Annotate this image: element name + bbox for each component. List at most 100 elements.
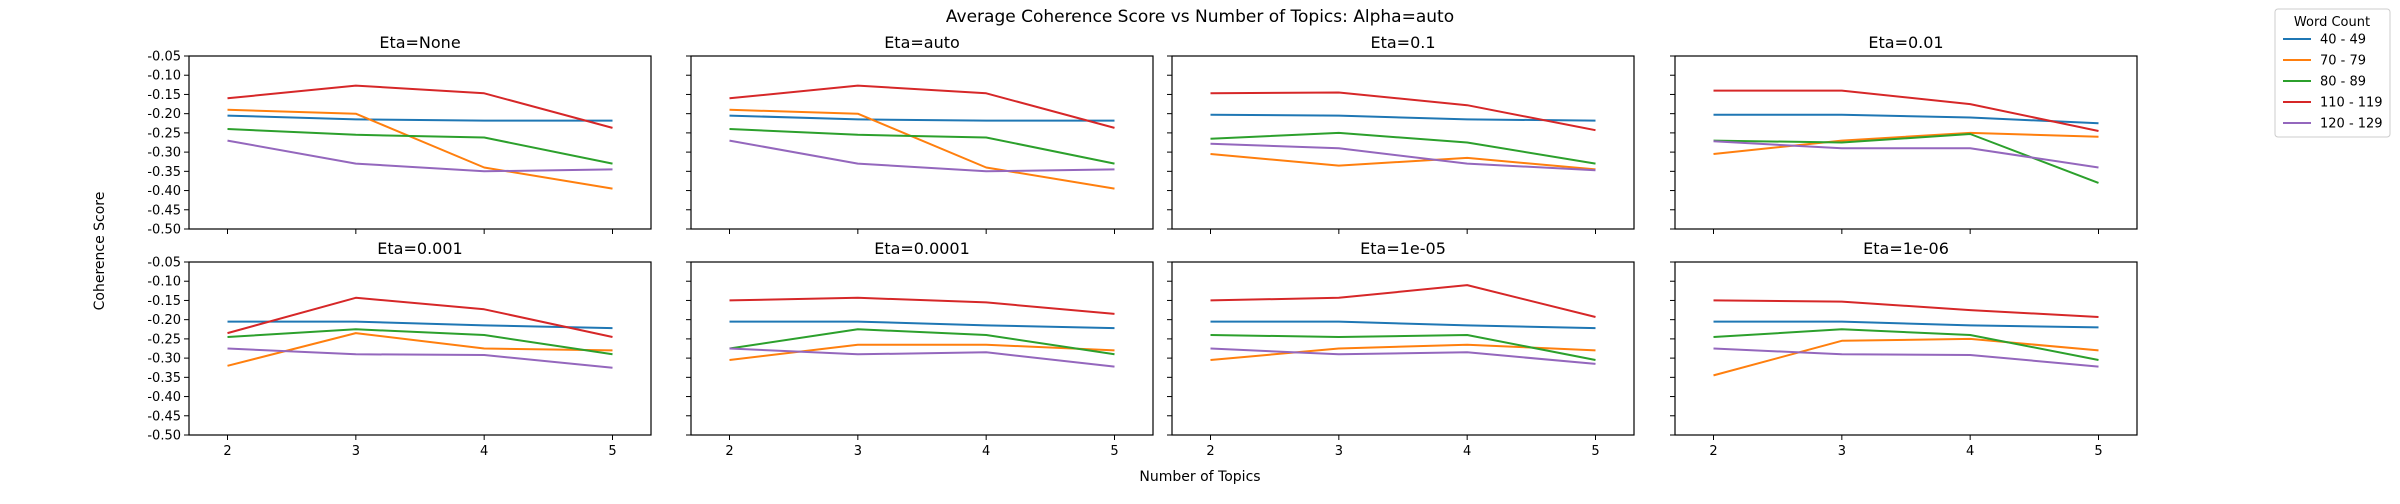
legend-entry: 70 - 79 (2283, 54, 2366, 69)
legend-entry: 40 - 49 (2283, 33, 2366, 48)
y-tick-label: -0.35 (147, 371, 181, 386)
legend-entry: 110 - 119 (2283, 96, 2383, 111)
series-line (1713, 347, 2099, 368)
axes-frame (188, 55, 652, 230)
y-axis-label: Coherence Score (92, 192, 108, 311)
subplot-panel: Eta=None -0.05 -0.10 -0.15 -0.20 -0.25 -0.30 -0… (147, 33, 652, 238)
x-tick-label: 4 (480, 444, 488, 459)
series-line (729, 108, 1115, 190)
series-line (1713, 299, 2099, 318)
series-line (729, 84, 1115, 129)
x-tick-label: 3 (1335, 444, 1343, 459)
series-line (729, 320, 1115, 330)
subplot-panel: Eta=auto (686, 33, 1154, 234)
series-line (1210, 347, 1596, 365)
axes-frame (1171, 55, 1635, 230)
y-tick-label: -0.20 (147, 107, 181, 122)
legend-label: 40 - 49 (2320, 33, 2366, 48)
figure-title: Average Coherence Score vs Number of Top… (946, 7, 1454, 27)
subplot-panel: Eta=0.01 (1670, 33, 2138, 234)
series-line (1210, 153, 1596, 171)
legend-label: 70 - 79 (2320, 54, 2366, 69)
legend-items: 40 - 49 70 - 79 80 - 89 110 - 119 120 - 129 (2283, 33, 2383, 132)
x-axis-label: Number of Topics (1139, 469, 1260, 485)
series-line (227, 296, 613, 338)
legend-entry: 80 - 89 (2283, 75, 2366, 90)
subplot-panel: Eta=1e-06 2 3 4 5 (1670, 239, 2138, 459)
subplot-title: Eta=None (379, 33, 460, 52)
subplot-title: Eta=1e-05 (1360, 239, 1446, 258)
subplot-title: Eta=0.01 (1868, 33, 1943, 52)
x-tick-label: 5 (1110, 444, 1118, 459)
subplot-title: Eta=0.0001 (874, 239, 970, 258)
series-line (1210, 284, 1596, 318)
y-tick-label: -0.50 (147, 429, 181, 444)
y-tick-label: -0.30 (147, 146, 181, 161)
subplot-title: Eta=0.001 (377, 239, 462, 258)
y-tick-label: -0.05 (147, 256, 181, 271)
y-tick-label: -0.45 (147, 409, 181, 424)
y-tick-label: -0.20 (147, 313, 181, 328)
series-line (1713, 140, 2099, 169)
x-tick-label: 5 (608, 444, 616, 459)
axes-frame (188, 261, 652, 436)
y-tick-label: -0.40 (147, 390, 181, 405)
series-line (1713, 131, 2099, 155)
series-line (1713, 89, 2099, 132)
legend-box (2274, 8, 2391, 138)
legend-title: Word Count (2294, 15, 2370, 30)
series-line (227, 139, 613, 173)
x-tick-label: 4 (1463, 444, 1471, 459)
y-tick-label: -0.35 (147, 165, 181, 180)
subplot-panel: Eta=0.001 -0.05 -0.10 -0.15 -0.20 -0.25 -0.30 -… (147, 239, 652, 459)
series-line (1210, 91, 1596, 132)
x-tick-label: 3 (1838, 444, 1846, 459)
series-line (1713, 320, 2099, 329)
legend-label: 80 - 89 (2320, 75, 2366, 90)
y-tick-label: -0.40 (147, 184, 181, 199)
series-line (1713, 337, 2099, 377)
series-line (729, 296, 1115, 315)
x-tick-label: 5 (1591, 444, 1599, 459)
series-line (1713, 328, 2099, 361)
x-tick-label: 3 (854, 444, 862, 459)
y-tick-label: -0.25 (147, 126, 181, 141)
series-line (227, 320, 613, 330)
series-line (729, 139, 1115, 173)
x-tick-label: 5 (2094, 444, 2102, 459)
y-tick-label: -0.05 (147, 50, 181, 65)
axes-frame (690, 55, 1154, 230)
y-tick-label: -0.30 (147, 352, 181, 367)
subplot-title: Eta=auto (884, 33, 960, 52)
x-tick-label: 4 (982, 444, 990, 459)
y-tick-label: -0.45 (147, 203, 181, 218)
y-tick-label: -0.15 (147, 88, 181, 103)
axes-frame (1674, 55, 2138, 230)
series-line (227, 328, 613, 356)
subplot-panel: Eta=0.1 (1167, 33, 1635, 234)
series-line (227, 347, 613, 369)
axes-frame (690, 261, 1154, 436)
series-line (1210, 142, 1596, 172)
y-tick-label: -0.10 (147, 275, 181, 290)
series-line (729, 128, 1115, 165)
x-tick-label: 2 (223, 444, 231, 459)
series-line (1210, 320, 1596, 330)
series-line (729, 347, 1115, 368)
y-tick-label: -0.50 (147, 223, 181, 238)
series-line (227, 128, 613, 165)
series-line (227, 108, 613, 190)
subplot-title: Eta=1e-06 (1863, 239, 1949, 258)
x-tick-label: 4 (1966, 444, 1974, 459)
subplot-title: Eta=0.1 (1370, 33, 1435, 52)
legend-label: 120 - 129 (2320, 117, 2383, 132)
y-tick-label: -0.25 (147, 332, 181, 347)
series-line (1210, 334, 1596, 361)
subplot-panel: Eta=0.0001 2 3 4 5 (686, 239, 1154, 459)
series-line (227, 84, 613, 129)
series-line (729, 114, 1115, 122)
legend: Word Count 40 - 49 70 - 79 80 - 89 110 - 11… (2274, 8, 2391, 138)
x-tick-label: 2 (725, 444, 733, 459)
subplot-grid: Eta=None -0.05 -0.10 -0.15 -0.20 -0.25 -0.30 -0… (147, 33, 2138, 459)
